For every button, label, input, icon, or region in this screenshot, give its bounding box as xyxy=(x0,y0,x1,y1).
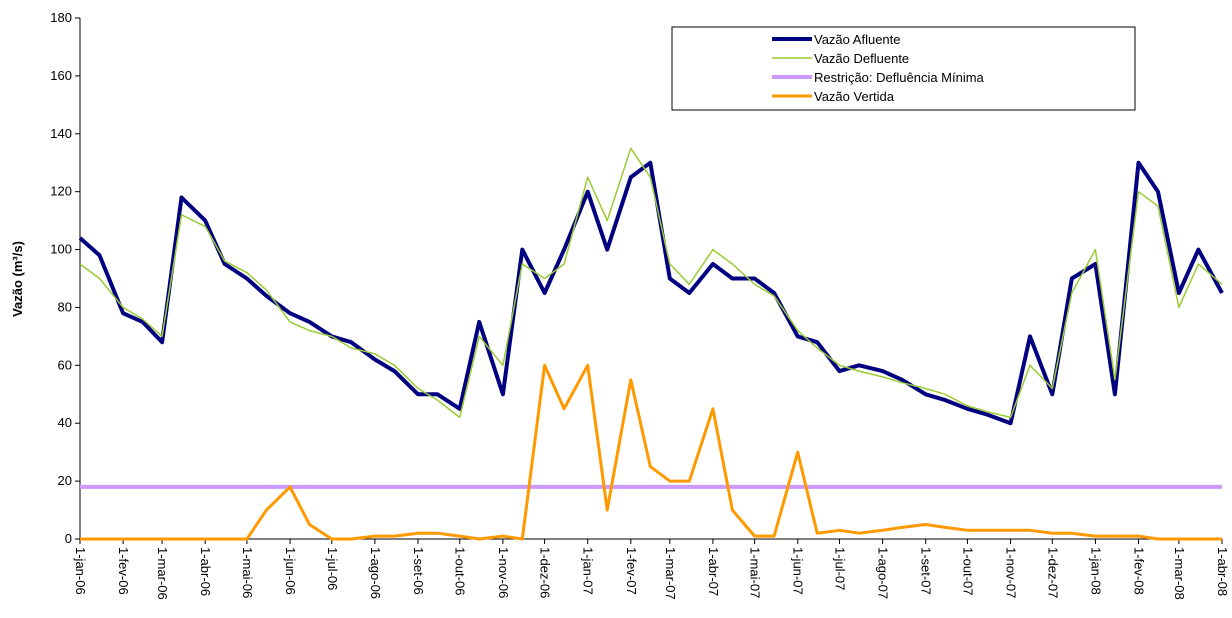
data-line xyxy=(80,363,1222,541)
data-line xyxy=(78,160,1224,426)
x-tick-label: 1-out-06 xyxy=(453,547,468,595)
x-tick-label: 1-jul-07 xyxy=(832,547,847,590)
legend-label: Vazão Afluente xyxy=(814,32,901,47)
y-axis-label: Vazão (m³/s) xyxy=(10,241,25,317)
x-tick-label: 1-fev-08 xyxy=(1132,547,1147,595)
x-tick-label: 1-fev-06 xyxy=(116,547,131,595)
legend-box xyxy=(671,26,1136,111)
x-tick-label: 1-jan-08 xyxy=(1088,547,1103,595)
x-tick-label: 1-nov-07 xyxy=(1004,547,1019,598)
data-line xyxy=(79,147,1223,419)
x-tick-label: 1-jun-06 xyxy=(283,547,298,595)
x-tick-label: 1-mar-06 xyxy=(155,547,170,600)
y-tick-label: 120 xyxy=(50,184,72,199)
x-tick-label: 1-nov-06 xyxy=(496,547,511,598)
y-tick-label: 0 xyxy=(65,531,72,546)
x-tick-label: 1-jul-06 xyxy=(325,547,340,590)
x-tick-label: 1-mai-06 xyxy=(240,547,255,598)
x-tick-label: 1-abr-08 xyxy=(1215,547,1230,596)
x-tick-label: 1-set-06 xyxy=(411,547,426,595)
x-tick-label: 1-jun-07 xyxy=(791,547,806,595)
legend-label: Restrição: Defluência Mínima xyxy=(814,70,985,85)
legend-label: Vazão Vertida xyxy=(814,89,895,104)
y-tick-label: 80 xyxy=(58,299,72,314)
x-tick-label: 1-set-07 xyxy=(919,547,934,595)
x-tick-label: 1-fev-07 xyxy=(624,547,639,595)
x-tick-label: 1-jan-07 xyxy=(581,547,596,595)
x-tick-label: 1-out-07 xyxy=(960,547,975,595)
y-tick-label: 20 xyxy=(58,473,72,488)
x-tick-label: 1-abr-06 xyxy=(198,547,213,596)
x-tick-label: 1-ago-06 xyxy=(368,547,383,599)
y-tick-label: 40 xyxy=(58,415,72,430)
x-tick-label: 1-mar-07 xyxy=(663,547,678,600)
x-tick-label: 1-dez-07 xyxy=(1045,547,1060,598)
legend-label: Vazão Defluente xyxy=(814,51,909,66)
x-tick-label: 1-mai-07 xyxy=(748,547,763,598)
y-tick-label: 140 xyxy=(50,126,72,141)
y-tick-label: 100 xyxy=(50,242,72,257)
x-tick-label: 1-ago-07 xyxy=(876,547,891,599)
x-tick-label: 1-jan-06 xyxy=(73,547,88,595)
y-tick-label: 160 xyxy=(50,68,72,83)
y-tick-label: 60 xyxy=(58,357,72,372)
x-tick-label: 1-mar-08 xyxy=(1172,547,1187,600)
x-tick-label: 1-abr-07 xyxy=(706,547,721,596)
x-tick-label: 1-dez-06 xyxy=(538,547,553,598)
y-tick-label: 180 xyxy=(50,10,72,25)
